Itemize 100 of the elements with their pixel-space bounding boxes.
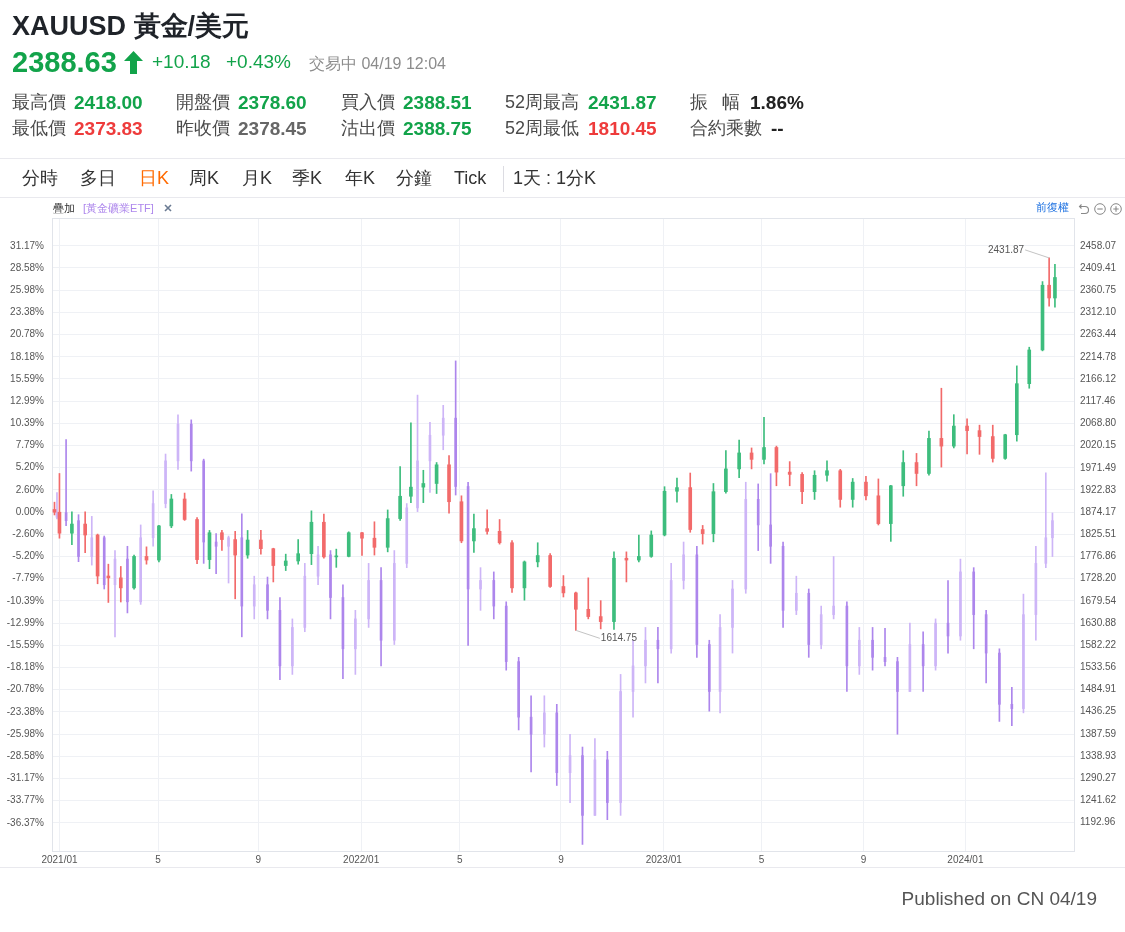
candlestick bbox=[409, 422, 413, 503]
candlestick bbox=[266, 576, 269, 620]
text: 周K bbox=[189, 168, 220, 190]
y-tick-label: -15.59% bbox=[6, 639, 45, 651]
y2-tick-label: 1874.17 bbox=[1080, 505, 1117, 517]
text: 52周最低 bbox=[505, 118, 580, 140]
y-tick-label: -10.39% bbox=[6, 594, 45, 606]
y-tick-label: -5.20% bbox=[12, 550, 45, 562]
candlestick bbox=[896, 657, 899, 735]
text: 年K bbox=[345, 168, 376, 190]
candlestick bbox=[619, 674, 622, 816]
candlestick bbox=[392, 550, 396, 645]
candlestick bbox=[731, 580, 734, 654]
text: -- bbox=[771, 118, 784, 141]
candlestick bbox=[959, 558, 962, 641]
y2-tick-label: 1241.62 bbox=[1080, 794, 1117, 806]
y-tick-label: -36.37% bbox=[6, 816, 45, 828]
y-tick-label: -20.78% bbox=[6, 683, 45, 695]
x-tick-label: 2023/01 bbox=[645, 853, 683, 865]
text: 1天 : 1分K bbox=[513, 168, 597, 190]
y2-tick-label: 1728.20 bbox=[1080, 572, 1117, 584]
candlestick bbox=[77, 514, 80, 562]
text: 季K bbox=[292, 168, 323, 190]
x-tick-label: 5 bbox=[758, 853, 765, 865]
text: 1810.45 bbox=[588, 118, 657, 141]
y-tick-label: 2.60% bbox=[15, 483, 45, 495]
text: 2373.83 bbox=[74, 118, 143, 141]
y-tick-label: 10.39% bbox=[10, 417, 45, 429]
candlestick bbox=[998, 648, 1001, 722]
candlestick bbox=[871, 627, 874, 671]
candlestick bbox=[857, 627, 861, 675]
annotation: 1614.75 bbox=[600, 632, 638, 644]
candlestick bbox=[291, 618, 294, 675]
y2-tick-label: 1338.93 bbox=[1080, 749, 1117, 761]
text: 合約乘數 bbox=[690, 118, 762, 140]
y2-tick-label: 2409.41 bbox=[1080, 261, 1117, 273]
y-tick-label: 18.18% bbox=[10, 350, 45, 362]
text: 2378.60 bbox=[238, 92, 307, 115]
text: 52周最高 bbox=[505, 92, 580, 114]
candlestick bbox=[329, 550, 332, 620]
x-tick-label: 2024/01 bbox=[947, 853, 984, 865]
y-tick-label: 5.20% bbox=[15, 461, 45, 473]
y2-tick-label: 1922.83 bbox=[1080, 483, 1117, 495]
text: 2431.87 bbox=[588, 92, 657, 115]
candlestick bbox=[682, 541, 685, 590]
candlestick bbox=[126, 545, 129, 614]
y-tick-label: 7.79% bbox=[15, 439, 45, 451]
text: 交易中 04/19 12:04 bbox=[309, 54, 446, 74]
y-tick-label: 0.00% bbox=[15, 505, 45, 517]
candlestick bbox=[832, 556, 835, 620]
text: 2388.75 bbox=[403, 118, 472, 141]
y2-tick-label: 1436.25 bbox=[1080, 705, 1117, 717]
y2-tick-label: 1679.54 bbox=[1080, 594, 1117, 606]
y-tick-label: -33.77% bbox=[6, 794, 45, 806]
candlestick bbox=[795, 575, 798, 615]
candlestick bbox=[416, 394, 419, 512]
y2-tick-label: 1825.51 bbox=[1080, 528, 1117, 540]
y-tick-label: -18.18% bbox=[6, 661, 45, 673]
candlestick bbox=[787, 461, 792, 487]
text: 日K bbox=[139, 168, 170, 190]
y-tick-label: 31.17% bbox=[10, 239, 45, 251]
candlestick bbox=[164, 453, 167, 509]
candlestick bbox=[202, 458, 206, 564]
y2-tick-label: 2166.12 bbox=[1080, 372, 1117, 384]
candlestick bbox=[485, 509, 489, 535]
text: 2388.63 bbox=[12, 45, 117, 80]
y2-tick-label: 1484.91 bbox=[1080, 683, 1117, 695]
candlestick bbox=[965, 418, 969, 455]
y-tick-label: -7.79% bbox=[12, 572, 45, 584]
y2-tick-label: 1387.59 bbox=[1080, 727, 1117, 739]
y-tick-label: 12.99% bbox=[10, 394, 45, 406]
text: 買入價 bbox=[341, 92, 395, 114]
text: +10.18 bbox=[152, 51, 211, 74]
text: 1.86% bbox=[750, 92, 804, 115]
text: 多日 bbox=[80, 168, 116, 190]
text: 2418.00 bbox=[74, 92, 143, 115]
text: 前復權 bbox=[1036, 201, 1069, 215]
y-tick-label: -25.98% bbox=[6, 727, 45, 739]
candlestick bbox=[769, 473, 772, 564]
y-tick-label: -31.17% bbox=[6, 772, 45, 784]
x-tick-label: 2021/01 bbox=[41, 853, 78, 865]
y2-tick-label: 2312.10 bbox=[1080, 306, 1117, 318]
text: 昨收價 bbox=[176, 118, 230, 140]
y-tick-label: 20.78% bbox=[10, 328, 45, 340]
candlestick bbox=[83, 511, 87, 554]
y2-tick-label: 1192.96 bbox=[1080, 816, 1116, 828]
candlestick bbox=[825, 460, 829, 482]
x-tick-label: 9 bbox=[558, 853, 565, 865]
y-tick-label: -23.38% bbox=[6, 705, 45, 717]
candlestick bbox=[675, 477, 679, 503]
text: 開盤價 bbox=[176, 92, 230, 114]
y-tick-label: -28.58% bbox=[6, 750, 45, 762]
annotation: 2431.87 bbox=[987, 243, 1025, 255]
text: 振 幅 bbox=[690, 92, 741, 114]
text: 月K bbox=[242, 168, 273, 190]
candlestick bbox=[1051, 512, 1054, 557]
text: [黃金礦業ETF] bbox=[83, 201, 154, 215]
y-tick-label: -2.60% bbox=[12, 528, 45, 540]
x-tick-label: 9 bbox=[860, 853, 867, 865]
text: 分時 bbox=[22, 168, 58, 190]
